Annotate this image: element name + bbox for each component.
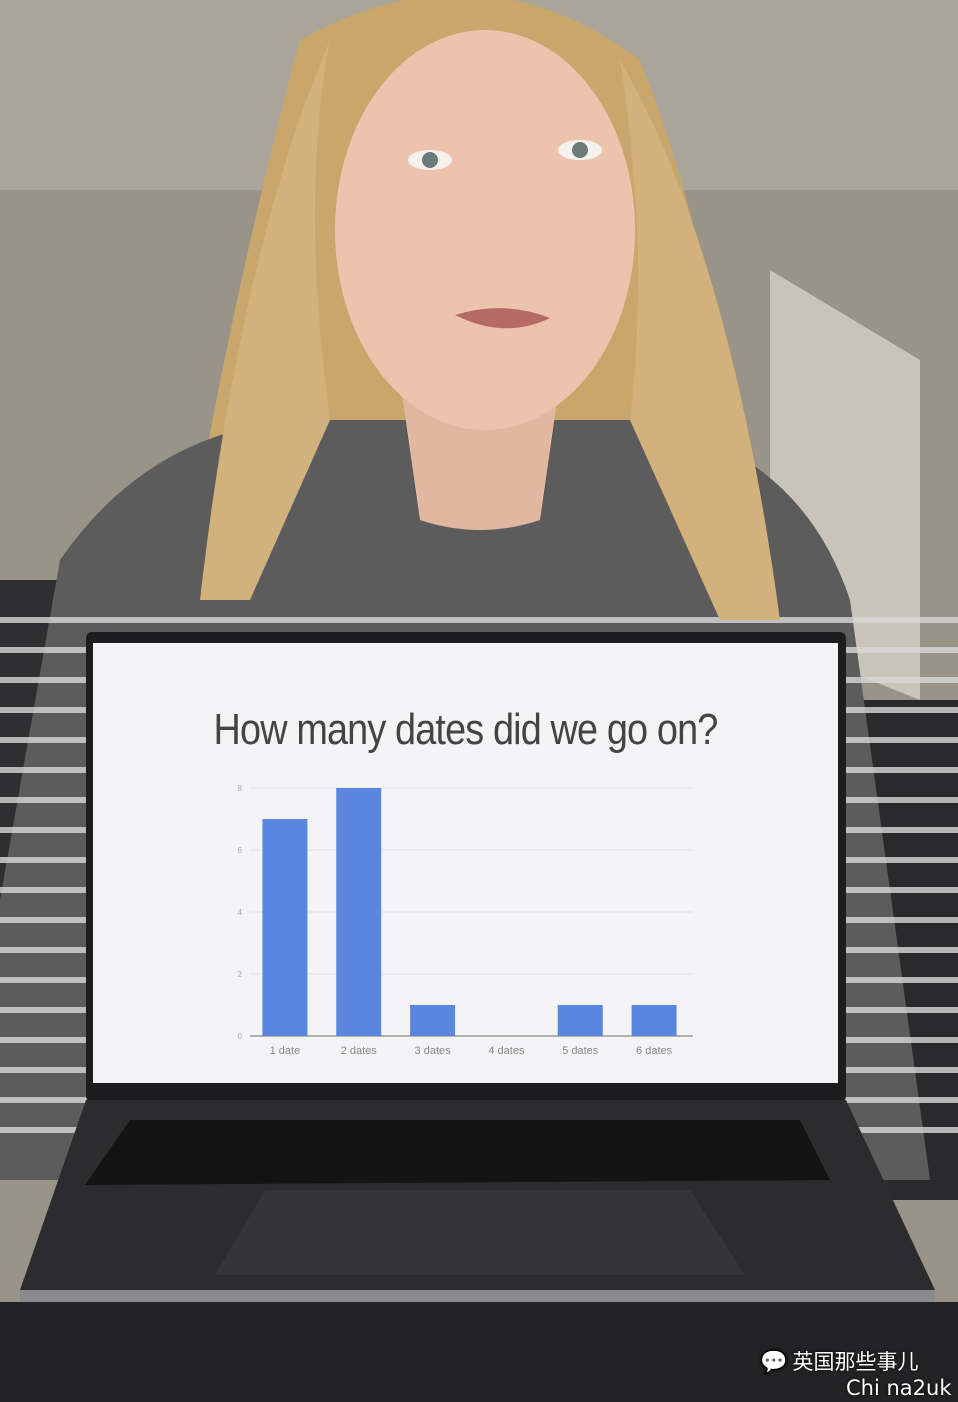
- legs: [0, 1302, 958, 1402]
- iris-left: [422, 152, 438, 168]
- bar: [557, 1005, 603, 1036]
- watermark-handle: Chi na2uk: [846, 1376, 952, 1400]
- keyboard: [85, 1120, 830, 1185]
- mouth: [455, 308, 550, 329]
- bar: [410, 1005, 456, 1036]
- x-tick-label: 5 dates: [562, 1045, 599, 1057]
- wechat-icon: 💬: [760, 1350, 788, 1375]
- bar-chart: 0 2 4 6 8 1 date 2 dates 3 dates 4 dates 5 dates 6…: [238, 784, 693, 1057]
- slide-title: How many dates did we go on?: [213, 705, 719, 754]
- watermark-brand: 英国那些事儿: [792, 1350, 919, 1374]
- y-tick-label: 0: [238, 1032, 243, 1041]
- bar: [631, 1005, 677, 1036]
- bar: [262, 819, 308, 1036]
- laptop-edge: [20, 1290, 935, 1302]
- x-tick-label: 6 dates: [636, 1045, 673, 1057]
- face: [335, 30, 635, 430]
- hair-front-right: [620, 60, 780, 620]
- y-tick-label: 6: [238, 846, 243, 855]
- x-tick-label: 4 dates: [488, 1045, 525, 1057]
- x-tick-label: 1 date: [270, 1045, 301, 1057]
- y-tick-label: 2: [238, 970, 243, 979]
- x-tick-label: 2 dates: [341, 1045, 378, 1057]
- bar: [336, 788, 382, 1036]
- laptop-screen: 0 2 4 6 8 1 date 2 dates 3 dates 4 dates 5 dates 6…: [93, 643, 838, 1083]
- hair-front-left: [200, 40, 330, 600]
- y-tick-label: 4: [238, 908, 243, 917]
- watermark: 💬 英国那些事儿: [760, 1346, 919, 1376]
- touchpad: [215, 1190, 745, 1275]
- iris-right: [572, 142, 588, 158]
- y-tick-label: 8: [238, 784, 243, 793]
- x-tick-label: 3 dates: [415, 1045, 452, 1057]
